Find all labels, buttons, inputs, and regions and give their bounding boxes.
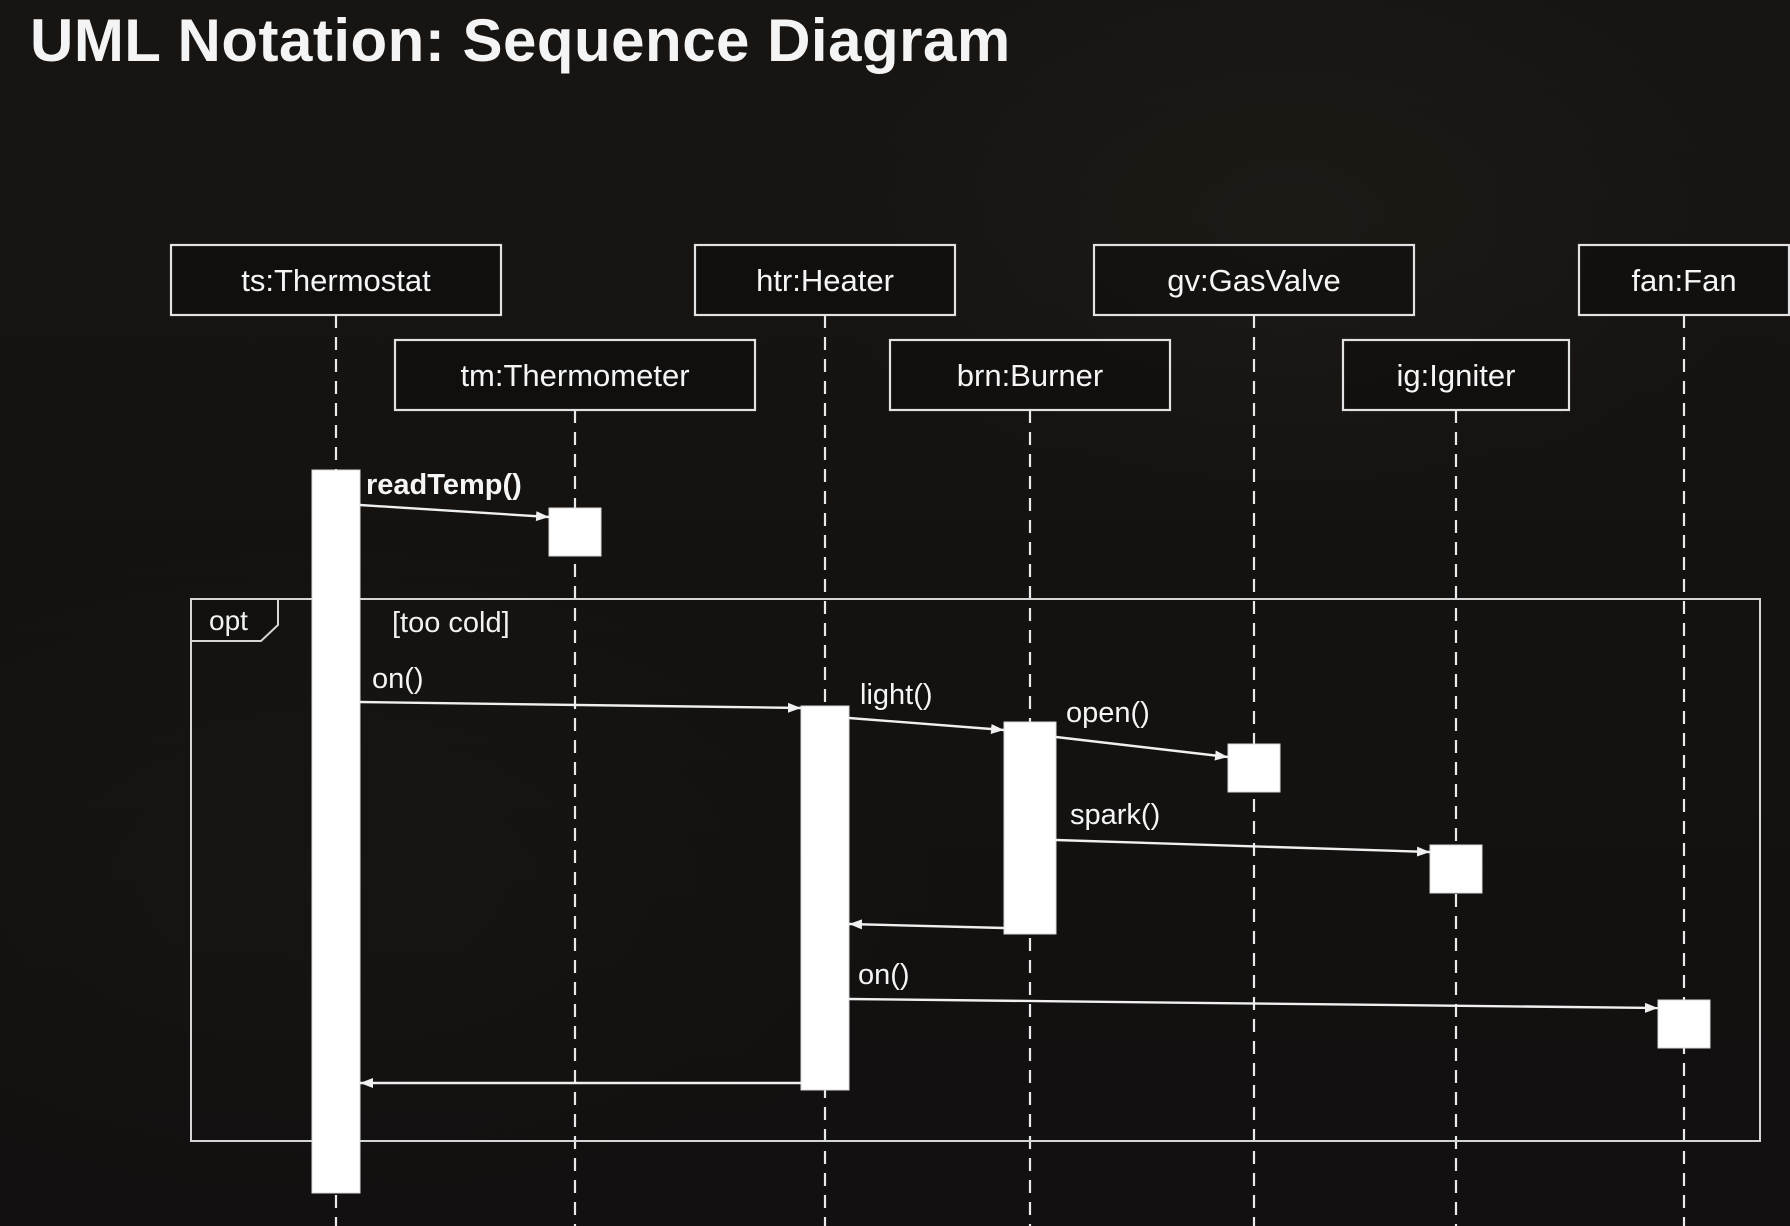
message-arrow-open bbox=[1055, 735, 1229, 761]
object-label-fan: fan:Fan bbox=[1631, 263, 1736, 298]
object-label-brn: brn:Burner bbox=[957, 358, 1103, 393]
message-arrow-light bbox=[848, 716, 1005, 734]
guard-label: [too cold] bbox=[392, 607, 510, 639]
message-arrow-spark bbox=[1055, 838, 1431, 857]
object-box-htr: htr:Heater bbox=[693, 243, 957, 317]
opt-fragment-frame bbox=[190, 598, 1761, 1142]
object-label-gv: gv:GasValve bbox=[1167, 263, 1340, 298]
object-label-htr: htr:Heater bbox=[756, 263, 894, 298]
message-label-on-heater: on() bbox=[372, 663, 424, 695]
activation-brn bbox=[1003, 721, 1057, 935]
activation-gv bbox=[1227, 743, 1281, 793]
object-label-ig: ig:Igniter bbox=[1397, 358, 1516, 393]
message-label-open: open() bbox=[1066, 697, 1150, 729]
activation-ts bbox=[311, 469, 361, 1194]
opt-operator-label: opt bbox=[209, 605, 248, 636]
message-arrow-return-burner-heater bbox=[848, 919, 1005, 930]
object-label-tm: tm:Thermometer bbox=[460, 358, 689, 393]
object-box-fan: fan:Fan bbox=[1577, 243, 1790, 317]
object-label-ts: ts:Thermostat bbox=[241, 263, 431, 298]
object-box-brn: brn:Burner bbox=[888, 338, 1172, 412]
activation-ig bbox=[1429, 844, 1483, 894]
message-label-readTemp: readTemp() bbox=[366, 469, 522, 501]
message-arrow-on-fan bbox=[848, 997, 1659, 1013]
object-box-gv: gv:GasValve bbox=[1092, 243, 1416, 317]
message-label-light: light() bbox=[860, 679, 933, 711]
object-box-tm: tm:Thermometer bbox=[393, 338, 757, 412]
message-label-spark: spark() bbox=[1070, 799, 1160, 831]
object-box-ig: ig:Igniter bbox=[1341, 338, 1571, 412]
activation-htr bbox=[800, 705, 850, 1091]
message-label-on-fan: on() bbox=[858, 959, 910, 991]
activation-tm bbox=[548, 507, 602, 557]
page-title: UML Notation: Sequence Diagram bbox=[30, 7, 1011, 74]
message-arrow-on-heater bbox=[359, 700, 802, 713]
activation-fan bbox=[1657, 999, 1711, 1049]
opt-fragment-tab bbox=[190, 598, 279, 642]
object-box-ts: ts:Thermostat bbox=[169, 243, 503, 317]
message-arrow-readTemp bbox=[359, 503, 550, 522]
